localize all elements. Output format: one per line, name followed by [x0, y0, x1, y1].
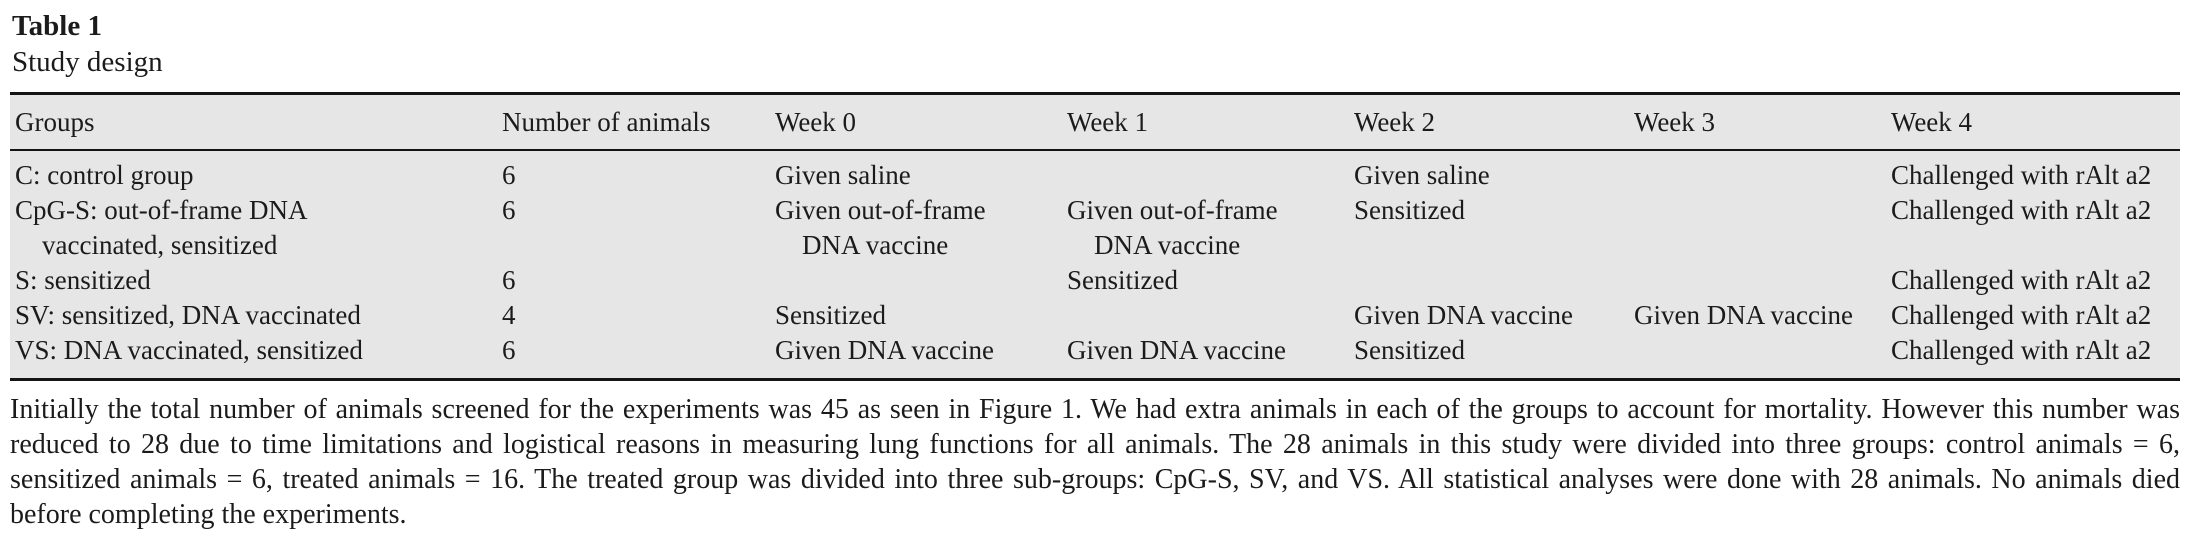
- cell-week1: Given DNA vaccine: [1067, 335, 1286, 365]
- cell-week4: Challenged with rAlt a2: [1891, 335, 2152, 365]
- table-title: Table 1: [12, 10, 102, 42]
- cell-week3: [1629, 193, 1886, 263]
- cell-week1: Given out-of-frame DNA vaccine: [1067, 195, 1278, 260]
- table-caption: Table 1 Study design: [12, 8, 2180, 80]
- cell-week4: Challenged with rAlt a2: [1891, 265, 2152, 295]
- column-header-groups: Groups: [10, 93, 497, 151]
- cell-week1: [1062, 150, 1349, 193]
- cell-number: 6: [502, 265, 516, 295]
- column-header-number: Number of animals: [497, 93, 770, 151]
- column-header-week4: Week 4: [1886, 93, 2180, 151]
- cell-week0: Sensitized: [775, 300, 886, 330]
- table-row-control: C: control group 6 Given saline Given sa…: [10, 150, 2180, 193]
- column-header-week3: Week 3: [1629, 93, 1886, 151]
- table-row-vs: VS: DNA vaccinated, sensitized 6 Given D…: [10, 333, 2180, 380]
- cell-week4: Challenged with rAlt a2: [1891, 300, 2152, 330]
- cell-week0: Given out-of-frame DNA vaccine: [775, 195, 986, 260]
- study-design-table: Groups Number of animals Week 0 Week 1 W…: [10, 92, 2180, 381]
- cell-number: 4: [502, 300, 516, 330]
- cell-week2: Given DNA vaccine: [1354, 300, 1573, 330]
- cell-week2: [1349, 263, 1629, 298]
- cell-week1: [1062, 298, 1349, 333]
- cell-number: 6: [502, 195, 516, 225]
- table-footnote: Initially the total number of animals sc…: [10, 394, 2180, 530]
- cell-week3: [1629, 263, 1886, 298]
- column-header-week2: Week 2: [1349, 93, 1629, 151]
- cell-number: 6: [502, 160, 516, 190]
- table-subtitle: Study design: [12, 46, 163, 78]
- cell-week0: [770, 263, 1062, 298]
- table-row-sv: SV: sensitized, DNA vaccinated 4 Sensiti…: [10, 298, 2180, 333]
- column-header-week1: Week 1: [1062, 93, 1349, 151]
- cell-group: VS: DNA vaccinated, sensitized: [15, 335, 363, 365]
- cell-group: C: control group: [15, 160, 194, 190]
- cell-week4: Challenged with rAlt a2: [1891, 195, 2152, 225]
- cell-week2: Sensitized: [1354, 335, 1465, 365]
- cell-week3: [1629, 333, 1886, 380]
- cell-week0: Given DNA vaccine: [775, 335, 994, 365]
- column-header-week0: Week 0: [770, 93, 1062, 151]
- cell-group: CpG-S: out-of-frame DNA vaccinated, sens…: [15, 195, 308, 260]
- cell-week4: Challenged with rAlt a2: [1891, 160, 2152, 190]
- cell-group: S: sensitized: [15, 265, 151, 295]
- cell-group: SV: sensitized, DNA vaccinated: [15, 300, 361, 330]
- cell-week2: Given saline: [1354, 160, 1490, 190]
- cell-week3: [1629, 150, 1886, 193]
- cell-number: 6: [502, 335, 516, 365]
- cell-week3: Given DNA vaccine: [1634, 300, 1853, 330]
- header-row: Groups Number of animals Week 0 Week 1 W…: [10, 93, 2180, 151]
- table-row-cpgs: CpG-S: out-of-frame DNA vaccinated, sens…: [10, 193, 2180, 263]
- cell-week2: Sensitized: [1354, 195, 1465, 225]
- cell-week1: Sensitized: [1067, 265, 1178, 295]
- table-row-sensitized: S: sensitized 6 Sensitized Challenged wi…: [10, 263, 2180, 298]
- cell-week0: Given saline: [775, 160, 911, 190]
